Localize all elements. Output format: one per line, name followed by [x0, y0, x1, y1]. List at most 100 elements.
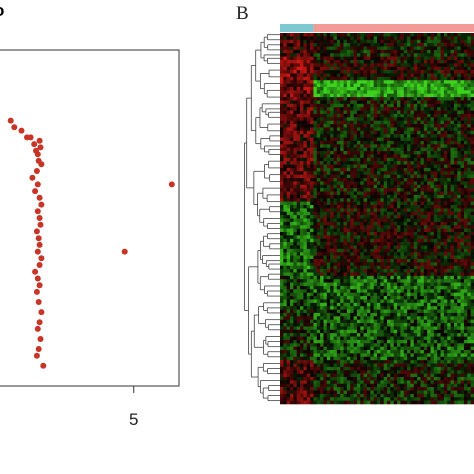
heatmap-cell: [457, 113, 461, 118]
heatmap-cell: [430, 194, 435, 199]
heatmap-cell: [346, 255, 351, 260]
heatmap-cell: [453, 120, 458, 125]
heatmap-cell: [440, 154, 445, 159]
heatmap-cell: [417, 252, 421, 256]
heatmap-cell: [323, 238, 328, 243]
heatmap-cell: [457, 147, 461, 152]
heatmap-cell: [423, 117, 428, 121]
heatmap-cell: [293, 63, 298, 68]
heatmap-cell: [360, 43, 364, 47]
heatmap-cell: [293, 215, 298, 219]
heatmap-cell: [423, 120, 428, 125]
heatmap-cell: [360, 242, 364, 246]
heatmap-cell: [370, 46, 374, 51]
heatmap-cell: [290, 279, 294, 283]
heatmap-cell: [280, 56, 284, 61]
heatmap-cell: [343, 238, 348, 243]
heatmap-cell: [366, 46, 371, 51]
heatmap-cell: [417, 86, 421, 91]
heatmap-cell: [413, 56, 418, 61]
heatmap-cell: [453, 258, 458, 263]
heatmap-cell: [440, 43, 445, 47]
heatmap-cell: [410, 292, 415, 297]
heatmap-cell: [340, 49, 344, 54]
heatmap-cell: [313, 107, 318, 111]
heatmap-cell: [400, 144, 405, 148]
heatmap-cell: [440, 124, 445, 128]
heatmap-cell: [380, 97, 384, 101]
heatmap-cell: [333, 100, 338, 105]
heatmap-cell: [280, 39, 284, 44]
scatter-panel: o 5: [0, 1, 180, 429]
heatmap-cell: [343, 80, 348, 84]
heatmap-cell: [283, 140, 287, 145]
heatmap-cell: [393, 188, 398, 192]
heatmap-cell: [280, 86, 284, 91]
heatmap-cell: [356, 137, 361, 142]
heatmap-cell: [333, 289, 338, 293]
heatmap-cell: [346, 238, 351, 243]
heatmap-cell: [387, 36, 391, 41]
heatmap-cell: [410, 238, 415, 243]
heatmap-cell: [423, 218, 428, 223]
heatmap-cell: [407, 151, 411, 155]
heatmap-cell: [390, 285, 395, 290]
heatmap-cell: [447, 208, 451, 213]
heatmap-cell: [397, 221, 401, 226]
heatmap-cell: [313, 171, 318, 175]
heatmap-cell: [423, 70, 428, 74]
heatmap-cell: [363, 191, 368, 196]
heatmap-cell: [463, 137, 468, 142]
heatmap-cell: [353, 39, 358, 44]
heatmap-cell: [407, 279, 411, 283]
heatmap-cell: [286, 285, 291, 290]
heatmap-cell: [296, 154, 301, 159]
heatmap-cell: [460, 63, 465, 68]
heatmap-cell: [427, 275, 431, 280]
heatmap-cell: [393, 110, 398, 115]
heatmap-cell: [296, 238, 301, 243]
heatmap-cell: [433, 164, 438, 169]
heatmap-cell: [377, 53, 381, 57]
heatmap-cell: [420, 258, 425, 263]
heatmap-cell: [313, 76, 318, 81]
heatmap-cell: [453, 147, 458, 152]
heatmap-cell: [417, 238, 421, 243]
heatmap-cell: [286, 167, 291, 172]
heatmap-cell: [400, 43, 405, 47]
heatmap-cell: [417, 218, 421, 223]
heatmap-cell: [306, 113, 311, 118]
heatmap-cell: [470, 66, 474, 71]
heatmap-cell: [437, 59, 441, 64]
heatmap-cell: [336, 242, 341, 246]
heatmap-cell: [303, 86, 308, 91]
heatmap-cell: [296, 76, 301, 81]
heatmap-cell: [383, 73, 388, 78]
heatmap-cell: [423, 73, 428, 78]
heatmap-cell: [410, 49, 415, 54]
heatmap-cell: [420, 59, 425, 64]
heatmap-cell: [437, 245, 441, 250]
heatmap-cell: [316, 174, 321, 179]
heatmap-cell: [293, 198, 298, 202]
heatmap-cell: [443, 265, 448, 270]
heatmap-cell: [313, 262, 318, 267]
heatmap-cell: [336, 80, 341, 84]
heatmap-cell: [447, 275, 451, 280]
heatmap-cell: [387, 110, 391, 115]
heatmap-cell: [393, 184, 398, 189]
heatmap-cell: [296, 245, 301, 250]
heatmap-cell: [363, 194, 368, 199]
heatmap-cell: [363, 289, 368, 293]
heatmap-cell: [353, 86, 358, 91]
heatmap-cell: [437, 289, 441, 293]
heatmap-cell: [440, 86, 445, 91]
heatmap-cell: [333, 265, 338, 270]
heatmap-cell: [447, 130, 451, 135]
heatmap-cell: [356, 252, 361, 256]
heatmap-cell: [343, 144, 348, 148]
heatmap-cell: [417, 39, 421, 44]
heatmap-cell: [463, 120, 468, 125]
heatmap-cell: [373, 154, 378, 159]
heatmap-cell: [410, 282, 415, 287]
